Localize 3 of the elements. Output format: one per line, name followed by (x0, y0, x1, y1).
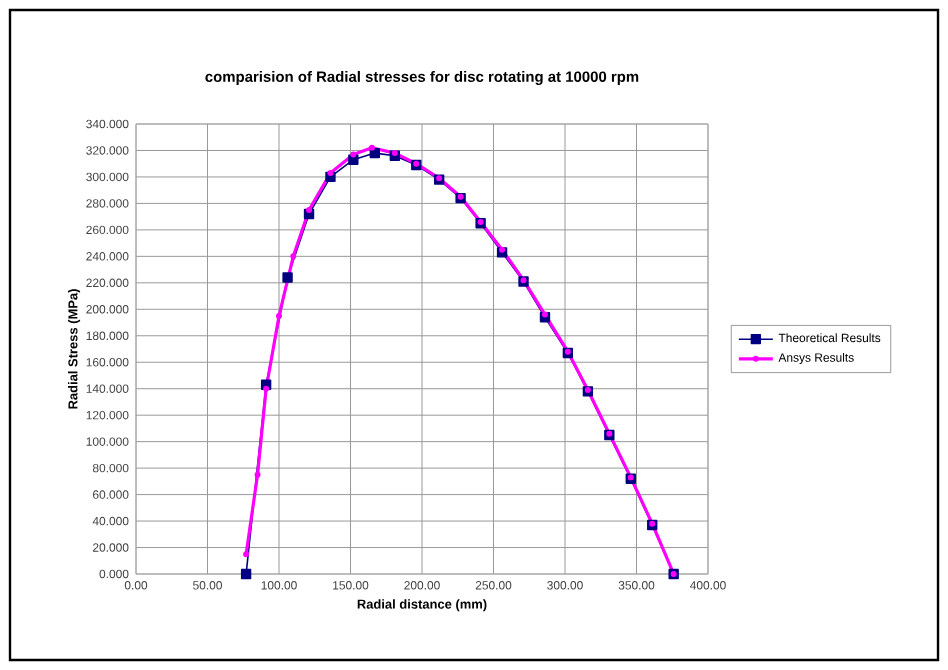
point (282, 272, 293, 283)
point (348, 154, 359, 165)
point (240, 568, 252, 580)
